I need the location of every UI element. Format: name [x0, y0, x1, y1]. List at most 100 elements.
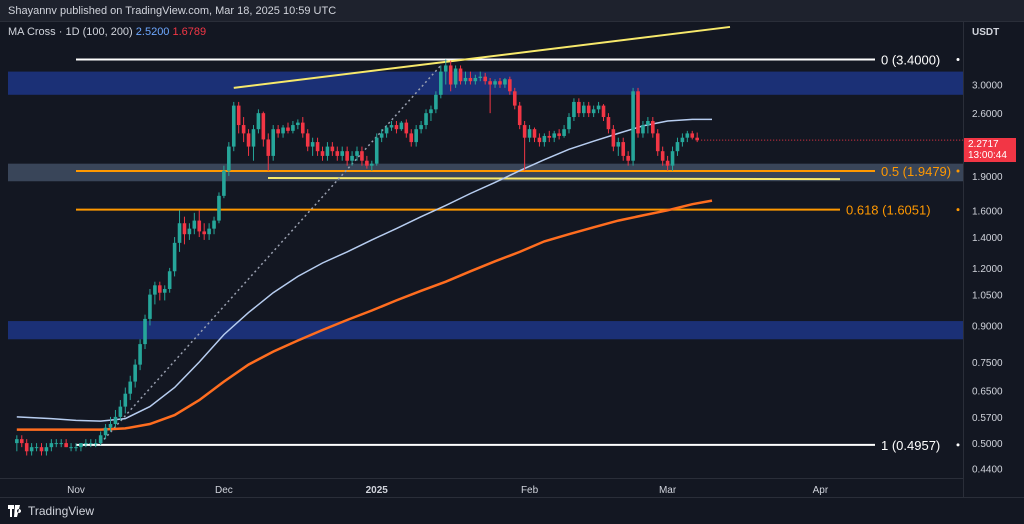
candle-body — [577, 101, 581, 114]
candle-body — [84, 443, 88, 445]
fib-label: 0.5 (1.9479) — [881, 164, 951, 179]
brand-name[interactable]: TradingView — [28, 504, 95, 518]
candle-body — [532, 129, 537, 138]
candle-body — [310, 142, 315, 147]
y-tick-label: 2.6000 — [972, 109, 1003, 120]
candle-body — [439, 71, 443, 95]
candle-body — [493, 81, 497, 85]
candle-body — [315, 142, 320, 152]
candle-body — [365, 160, 369, 166]
countdown-timer: 13:00:44 — [968, 150, 1007, 161]
fib-dot — [956, 169, 960, 173]
candle-body — [399, 122, 404, 130]
candle-body — [192, 220, 197, 229]
candle-body — [24, 443, 29, 452]
candle-body — [665, 160, 670, 166]
candle-body — [182, 223, 187, 235]
candle-body — [54, 443, 59, 445]
candle-body — [552, 133, 557, 138]
candle-body — [473, 77, 478, 82]
candle-body — [557, 133, 561, 136]
candle-body — [113, 416, 118, 425]
zone-rect — [8, 321, 963, 340]
y-tick-label: 0.6500 — [972, 387, 1003, 398]
candle-body — [187, 228, 192, 235]
candle-body — [241, 125, 246, 134]
candle-body — [172, 242, 177, 272]
candle-body — [389, 125, 394, 128]
candle-body — [64, 443, 68, 448]
candle-body — [611, 129, 616, 147]
candle-body — [685, 133, 690, 138]
indicator-legend[interactable]: MA Cross · 1D (100, 200) 2.5200 1.6789 — [8, 26, 206, 38]
x-tick-label: 2025 — [366, 485, 389, 496]
y-tick-label: 3.0000 — [972, 81, 1003, 92]
candle-body — [246, 133, 251, 147]
candle-body — [695, 137, 699, 141]
candle-body — [675, 142, 680, 152]
candle-body — [49, 443, 54, 448]
candle-body — [468, 77, 473, 82]
current-price-value: 2.2717 — [968, 139, 999, 150]
price-chart[interactable]: 0 (3.4000) 0.5 (1.9479) 0.618 (1.6051) 1 (0… — [0, 22, 963, 478]
candle-body — [641, 125, 645, 134]
candle-body — [517, 105, 522, 126]
candle-body — [498, 81, 502, 85]
candle-body — [236, 105, 241, 126]
candle-body — [320, 151, 325, 156]
candle-body — [286, 127, 290, 131]
candle-body — [350, 155, 354, 161]
candle-body — [655, 133, 660, 152]
candle-body — [197, 220, 202, 232]
y-tick-label: 1.2000 — [972, 264, 1003, 275]
publisher-text: Shayannv published on TradingView.com, M… — [8, 5, 337, 17]
tradingview-logo-icon[interactable] — [8, 504, 24, 518]
candle-body — [281, 127, 285, 134]
candle-body — [330, 146, 335, 152]
candle-body — [227, 146, 231, 171]
candle-body — [256, 113, 261, 130]
candle-body — [222, 170, 226, 196]
candle-body — [448, 65, 453, 85]
candle-body — [69, 447, 73, 449]
candle-body — [527, 129, 532, 138]
candle-body — [512, 91, 517, 106]
time-axis[interactable]: Nov Dec 2025 Feb Mar Apr — [0, 478, 963, 498]
candle-body — [15, 439, 19, 444]
fib-label: 1 (0.4957) — [881, 438, 940, 453]
trendline-upper — [233, 25, 731, 89]
candle-body — [167, 271, 172, 289]
candle-body — [601, 105, 606, 118]
zone-rect — [8, 163, 963, 182]
chart-area[interactable]: 0 (3.4000) 0.5 (1.9479) 0.618 (1.6051) 1 (0… — [0, 22, 963, 497]
candle-body — [690, 133, 695, 138]
x-tick-label: Feb — [521, 485, 539, 496]
candle-body — [291, 125, 295, 131]
candle-body — [128, 381, 133, 394]
candle-body — [276, 129, 280, 134]
candle-body — [414, 129, 418, 143]
candle-body — [340, 151, 345, 156]
candle-body — [463, 77, 468, 82]
candle-body — [478, 76, 483, 78]
y-tick-label: 0.9000 — [972, 321, 1003, 332]
candle-body — [108, 424, 113, 428]
candle-body — [572, 101, 576, 118]
price-axis[interactable]: 3.00002.60002.20001.90001.60001.40001.20… — [963, 22, 1024, 497]
x-tick-label: Mar — [659, 485, 677, 496]
candle-body — [537, 137, 542, 143]
candle-body — [370, 163, 374, 166]
ma200-value: 1.6789 — [172, 26, 207, 38]
candle-body — [29, 447, 34, 452]
candle-body — [547, 135, 552, 138]
ma100-value: 2.5200 — [135, 26, 170, 38]
trendline-dotted — [100, 64, 442, 444]
y-tick-label: 1.9000 — [972, 172, 1003, 183]
candle-body — [458, 68, 463, 82]
price-axis-labels: 3.00002.60002.20001.90001.60001.40001.20… — [972, 81, 1003, 476]
candle-body — [360, 151, 364, 161]
candle-body — [670, 151, 675, 166]
candle-body — [74, 447, 78, 449]
time-axis-labels: Nov Dec 2025 Feb Mar Apr — [67, 485, 829, 496]
footer-bar: TradingView — [0, 497, 1024, 524]
